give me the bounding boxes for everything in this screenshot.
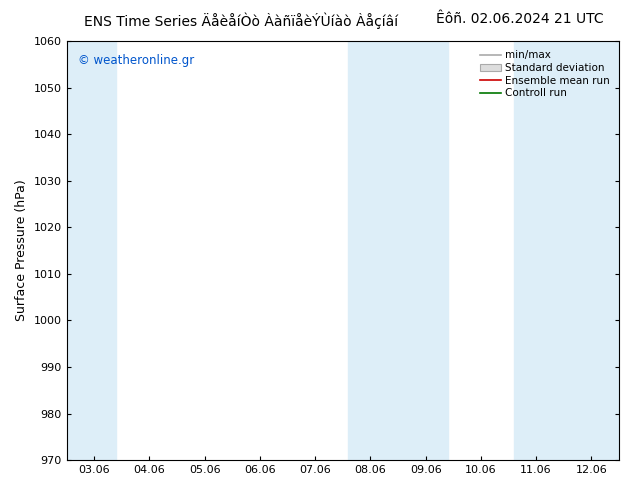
Text: Êôñ. 02.06.2024 21 UTC: Êôñ. 02.06.2024 21 UTC bbox=[436, 12, 604, 26]
Text: ENS Time Series ÄåèåíÒò ÀàñïåèÝÙíàò Àåçíâí: ENS Time Series ÄåèåíÒò ÀàñïåèÝÙíàò Àåçí… bbox=[84, 12, 398, 29]
Bar bbox=[348, 41, 448, 460]
Y-axis label: Surface Pressure (hPa): Surface Pressure (hPa) bbox=[15, 180, 28, 321]
Legend: min/max, Standard deviation, Ensemble mean run, Controll run: min/max, Standard deviation, Ensemble me… bbox=[476, 46, 614, 102]
Bar bbox=[67, 41, 116, 460]
Bar bbox=[514, 41, 619, 460]
Text: © weatheronline.gr: © weatheronline.gr bbox=[77, 53, 194, 67]
